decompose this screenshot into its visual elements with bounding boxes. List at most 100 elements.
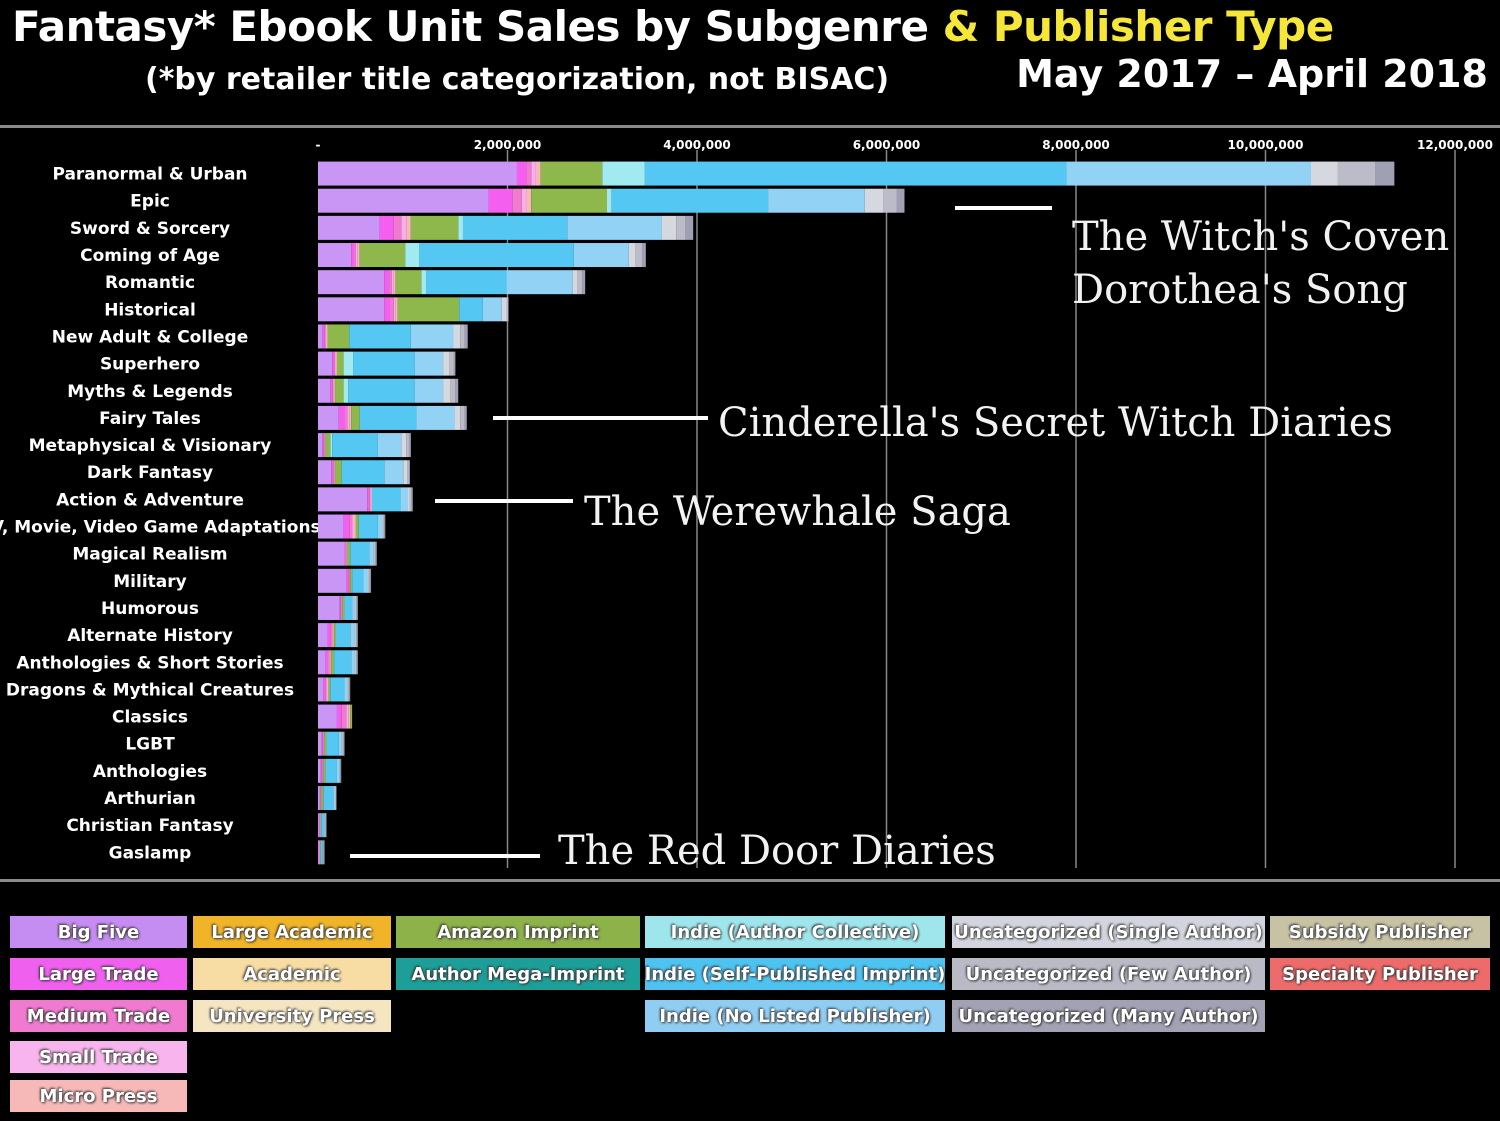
bar-segment-15-13 [368, 568, 370, 593]
bar-segment-18-2 [327, 650, 330, 675]
bar-segment-2-4 [406, 215, 411, 240]
bar-segment-25-11 [320, 840, 323, 865]
bar-segment-1-13 [864, 188, 884, 213]
bar-segment-3-11 [419, 243, 574, 268]
bar-segment-13-2 [349, 514, 353, 539]
bar-segment-1-11 [611, 188, 769, 213]
bar-segment-16-3 [341, 595, 343, 620]
bar-segment-21-17 [343, 731, 345, 756]
bar-segment-2-13 [661, 215, 677, 240]
bar-segment-19-17 [349, 677, 351, 702]
bar-segment-13-11 [358, 514, 378, 539]
category-label-6: New Adult & College [52, 327, 248, 347]
category-label-24: Christian Fantasy [66, 816, 233, 836]
bar-segment-2-8 [410, 215, 459, 240]
bar-segment-10-1 [322, 433, 324, 458]
bar-segment-6-11 [349, 324, 411, 349]
bar-segment-6-1 [322, 324, 325, 349]
bar-segment-10-17 [408, 433, 411, 458]
bar-segment-24-4 [320, 813, 321, 838]
chart-period: May 2017 – April 2018 [1016, 52, 1488, 96]
bar-segment-21-11 [326, 731, 339, 756]
bar-segment-7-13 [443, 351, 450, 376]
bar-segment-17-17 [356, 623, 358, 648]
bar-segment-21-4 [324, 731, 325, 756]
bar-segment-13-8 [355, 514, 359, 539]
bar-segment-14-1 [344, 541, 346, 566]
bar-segment-16-0 [318, 595, 340, 620]
bar-segment-4-4 [393, 270, 396, 295]
bar-segment-23-15 [335, 786, 337, 811]
bar-segment-6-13 [453, 324, 461, 349]
bar-segment-12-17 [411, 487, 413, 512]
bar-segment-24-1 [318, 813, 320, 838]
category-label-19: Dragons & Mythical Creatures [6, 680, 294, 700]
bar-segment-4-1 [384, 270, 390, 295]
bar-segment-4-2 [389, 270, 392, 295]
bar-segment-15-1 [346, 568, 349, 593]
bar-segment-18-1 [325, 650, 328, 675]
title-main: Fantasy* Ebook Unit Sales by Subgenre [12, 2, 943, 51]
bar-segment-3-2 [354, 243, 356, 268]
annotation-label-3: The Werewhale Saga [584, 489, 1011, 535]
bar-segment-14-2 [345, 541, 347, 566]
bar-segment-22-17 [340, 758, 342, 783]
bar-segment-8-13 [443, 378, 451, 403]
bar-segment-9-13 [454, 405, 461, 430]
bar-segment-17-13 [354, 623, 356, 648]
bar-segment-9-17 [464, 405, 467, 430]
divider-top [0, 125, 1500, 128]
bar-segment-24-12 [324, 813, 326, 838]
bar-segment-12-12 [400, 487, 409, 512]
bar-segment-15-3 [349, 568, 350, 593]
bar-segment-2-15 [676, 215, 686, 240]
category-label-4: Romantic [105, 273, 195, 293]
category-label-2: Sword & Sorcery [70, 219, 230, 239]
bar-segment-8-1 [330, 378, 333, 403]
bar-segment-11-13 [403, 460, 408, 485]
bar-segment-17-4 [333, 623, 335, 648]
bar-segment-21-15 [342, 731, 344, 756]
bar-segment-25-4 [319, 840, 321, 865]
bar-segment-0-12 [1066, 161, 1311, 186]
legend-item-17: Specialty Publisher [1270, 958, 1490, 990]
bar-segment-22-12 [336, 758, 340, 783]
bar-segment-7-12 [414, 351, 444, 376]
bar-segment-5-13 [501, 297, 507, 322]
bar-segment-17-1 [327, 623, 331, 648]
bar-segment-4-17 [582, 270, 586, 295]
bar-segment-10-0 [318, 433, 323, 458]
bar-segment-10-10 [330, 433, 333, 458]
bar-segment-18-17 [356, 650, 358, 675]
bar-segment-16-4 [342, 595, 343, 620]
bar-segment-6-17 [464, 324, 468, 349]
category-label-9: Fairy Tales [99, 409, 201, 429]
bar-segment-4-8 [395, 270, 422, 295]
bar-segment-1-1 [488, 188, 513, 213]
bar-segment-14-17 [375, 541, 377, 566]
bar-segment-0-17 [1375, 161, 1395, 186]
legend-item-14: Uncategorized (Few Author) [952, 958, 1265, 990]
bar-segment-9-12 [416, 405, 455, 430]
chart-subtitle: (*by retailer title categorization, not … [145, 62, 890, 97]
bar-segment-6-12 [410, 324, 454, 349]
bar-segment-8-11 [348, 378, 415, 403]
legend-item-13: Uncategorized (Single Author) [952, 916, 1265, 948]
bar-segment-11-17 [408, 460, 410, 485]
legend-item-16: Subsidy Publisher [1270, 916, 1490, 948]
bar-segment-9-11 [359, 405, 417, 430]
legend-item-5: Large Academic [193, 916, 391, 948]
bar-segment-23-3 [320, 786, 322, 811]
x-tick-label-5: 10,000,000 [1228, 138, 1304, 152]
bar-segment-18-15 [355, 650, 357, 675]
bar-segment-15-2 [348, 568, 350, 593]
bar-segment-8-3 [333, 378, 335, 403]
bar-segment-12-15 [409, 487, 412, 512]
category-label-1: Epic [130, 192, 170, 212]
bar-segment-12-0 [318, 487, 368, 512]
bar-segment-23-17 [336, 786, 337, 811]
bar-segment-17-2 [330, 623, 333, 648]
bar-segment-24-8 [320, 813, 322, 838]
bar-segment-17-12 [350, 623, 355, 648]
bar-segment-5-8 [397, 297, 460, 322]
